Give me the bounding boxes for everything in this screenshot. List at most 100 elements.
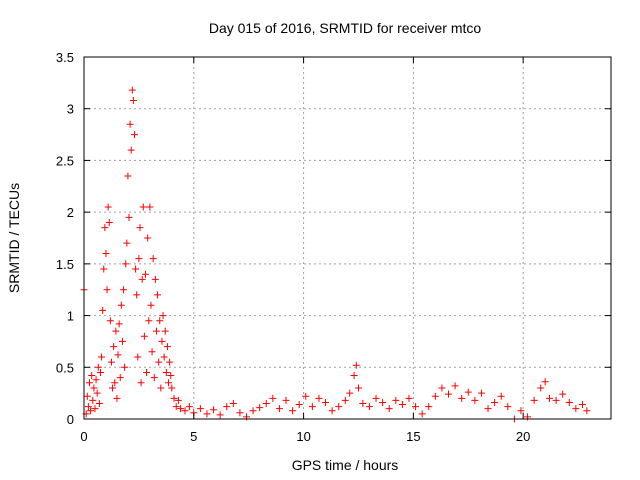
plot-frame [83, 56, 612, 420]
data-point [147, 301, 155, 309]
data-point [262, 399, 270, 407]
data-point [114, 351, 122, 359]
data-point [98, 353, 106, 361]
data-point [141, 270, 149, 278]
data-point [154, 291, 162, 299]
data-point [322, 398, 330, 406]
data-point [90, 384, 98, 392]
data-point [166, 358, 174, 366]
x-tick-label: 5 [190, 429, 197, 444]
data-point [341, 396, 349, 404]
data-point [144, 234, 152, 242]
data-point [115, 320, 123, 328]
data-point [302, 392, 310, 400]
data-point [146, 203, 154, 211]
data-point [174, 396, 182, 404]
data-point [379, 398, 387, 406]
data-point [158, 337, 166, 345]
data-point [137, 379, 145, 387]
data-point [127, 146, 135, 154]
data-point [256, 404, 264, 412]
data-point [109, 384, 117, 392]
gridlines [84, 57, 611, 419]
data-point [289, 407, 297, 415]
data-point [118, 337, 126, 345]
x-tick-label: 15 [406, 429, 420, 444]
data-point [161, 327, 169, 335]
data-point [546, 394, 554, 402]
data-point [123, 239, 131, 247]
data-point [116, 374, 124, 382]
data-point [88, 372, 96, 380]
data-point [117, 301, 125, 309]
data-point [282, 396, 290, 404]
data-point [112, 327, 120, 335]
data-point [120, 286, 128, 294]
data-point [133, 291, 141, 299]
data-point [167, 372, 175, 380]
data-point [365, 403, 373, 411]
data-point [477, 389, 485, 397]
data-point [122, 260, 130, 268]
data-point [438, 384, 446, 392]
data-point [464, 388, 472, 396]
data-point [94, 363, 102, 371]
y-tick-label: 0.5 [56, 360, 74, 375]
x-axis-label: GPS time / hours [292, 457, 399, 473]
data-point [405, 394, 413, 402]
data-point [346, 389, 354, 397]
data-point [95, 399, 103, 407]
data-point [541, 378, 549, 386]
data-point [210, 406, 218, 414]
data-point [385, 405, 393, 413]
data-point [165, 379, 173, 387]
data-point [129, 96, 137, 104]
data-point [87, 407, 95, 415]
data-point [139, 203, 147, 211]
data-point [121, 363, 129, 371]
data-point [125, 213, 133, 221]
x-tick-label: 10 [296, 429, 310, 444]
data-point [315, 394, 323, 402]
data-point [392, 396, 400, 404]
data-point [418, 410, 426, 418]
data-point [308, 403, 316, 411]
data-point [84, 403, 92, 411]
axis-ticks: 0 5 10 15 20 0 0.5 1 1.5 2 2.5 3 3.5 [56, 50, 611, 444]
data-point [352, 361, 360, 369]
data-point [131, 131, 139, 139]
data-point [335, 403, 343, 411]
data-point [412, 403, 420, 411]
data-point [138, 275, 146, 283]
data-point [132, 265, 140, 273]
data-point [170, 394, 178, 402]
data-point [136, 224, 144, 232]
data-point [196, 405, 204, 413]
data-point [113, 394, 121, 402]
data-point [359, 399, 367, 407]
data-point [445, 390, 453, 398]
data-point [151, 275, 159, 283]
data-point [484, 405, 492, 413]
data-point [168, 384, 176, 392]
data-point [126, 120, 134, 128]
data-point [177, 405, 185, 413]
data-point [163, 343, 171, 351]
data-point [89, 396, 97, 404]
data-point [157, 384, 165, 392]
data-point [565, 398, 573, 406]
data-point [578, 401, 586, 409]
data-point [149, 255, 157, 263]
data-point [104, 203, 112, 211]
data-point [92, 376, 100, 384]
data-point [216, 411, 224, 419]
data-point [85, 379, 93, 387]
chart-title: Day 015 of 2016, SRMTID for receiver mtc… [209, 20, 482, 36]
data-point [236, 409, 244, 417]
data-point [145, 317, 153, 325]
data-point [148, 348, 156, 356]
data-point [203, 410, 211, 418]
data-point [458, 394, 466, 402]
